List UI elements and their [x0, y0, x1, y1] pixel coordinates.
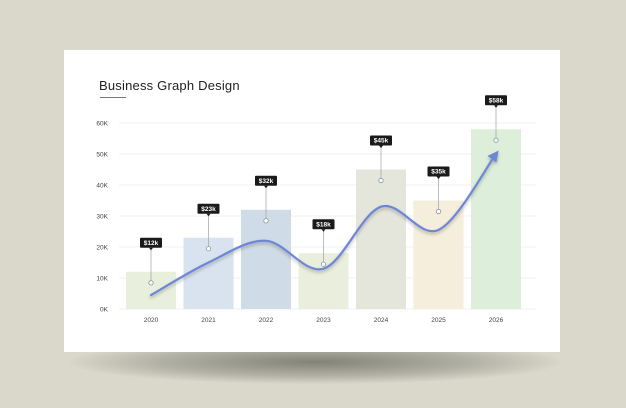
- value-label-box-2022: [255, 175, 277, 186]
- value-label-pointer-2022: [264, 185, 268, 189]
- value-dot-2026: [493, 137, 499, 143]
- value-label-pointer-2021: [206, 213, 211, 217]
- value-label-pointer-2025: [436, 176, 441, 179]
- x-tick-label-2020: 2020: [144, 317, 159, 324]
- y-tick-label-5: 50K: [96, 151, 108, 158]
- bar-2025: [413, 200, 464, 309]
- x-tick-label-2024: 2024: [374, 317, 389, 324]
- value-label-box-2021: [197, 203, 220, 214]
- bar-2024: [356, 169, 406, 309]
- value-dot-2021: [205, 246, 212, 252]
- y-tick-label-3: 30K: [96, 213, 108, 220]
- title-underline: [100, 97, 126, 98]
- value-label-box-2023: [312, 219, 335, 230]
- value-dot-2020: [148, 280, 154, 286]
- y-tick-label-2: 20K: [96, 244, 108, 251]
- trend-line: [149, 150, 499, 297]
- value-label-2026: $58k: [489, 97, 504, 104]
- y-tick-label-0: 0K: [100, 306, 109, 313]
- y-tick-label-1: 10K: [96, 275, 108, 282]
- value-dot-2024: [378, 177, 384, 184]
- value-label-box-2024: [370, 135, 392, 146]
- x-tick-label-2023: 2023: [316, 317, 331, 324]
- value-label-box-2020: [140, 237, 162, 248]
- value-label-2020: $12k: [144, 240, 159, 247]
- value-label-2021: $23k: [201, 206, 216, 213]
- x-tick-label-2026: 2026: [489, 317, 504, 324]
- value-label-2025: $35k: [431, 169, 446, 176]
- value-dot-2025: [435, 208, 442, 215]
- value-label-2024: $45k: [374, 138, 389, 145]
- bar-2026: [471, 129, 521, 309]
- bar-chart: 0K 10K 20K 30K 40K 50K 60K $12k $23k $32k $18k $45k…: [96, 95, 536, 324]
- y-tick-label-6: 60K: [96, 120, 108, 127]
- value-label-pointer-2026: [494, 105, 498, 108]
- value-dot-2022: [263, 218, 269, 224]
- value-dot-2023: [320, 261, 327, 267]
- value-label-box-2026: [485, 95, 507, 106]
- chart-card: Business Graph Design 0K 10K 20K 30K 40K 50K 6…: [64, 50, 560, 352]
- y-tick-label-4: 40K: [96, 182, 108, 189]
- x-tick-label-2021: 2021: [201, 317, 216, 324]
- bar-2022: [241, 209, 291, 309]
- x-tick-label-2025: 2025: [431, 317, 446, 324]
- value-label-box-2025: [427, 166, 450, 177]
- value-label-pointer-2023: [321, 229, 326, 232]
- value-label-2022: $32k: [259, 178, 274, 185]
- x-tick-label-2022: 2022: [259, 317, 274, 324]
- value-label-2023: $18k: [316, 221, 331, 228]
- chart-title: Business Graph Design: [99, 78, 240, 93]
- value-label-pointer-2024: [379, 145, 383, 148]
- value-label-pointer-2020: [149, 247, 153, 251]
